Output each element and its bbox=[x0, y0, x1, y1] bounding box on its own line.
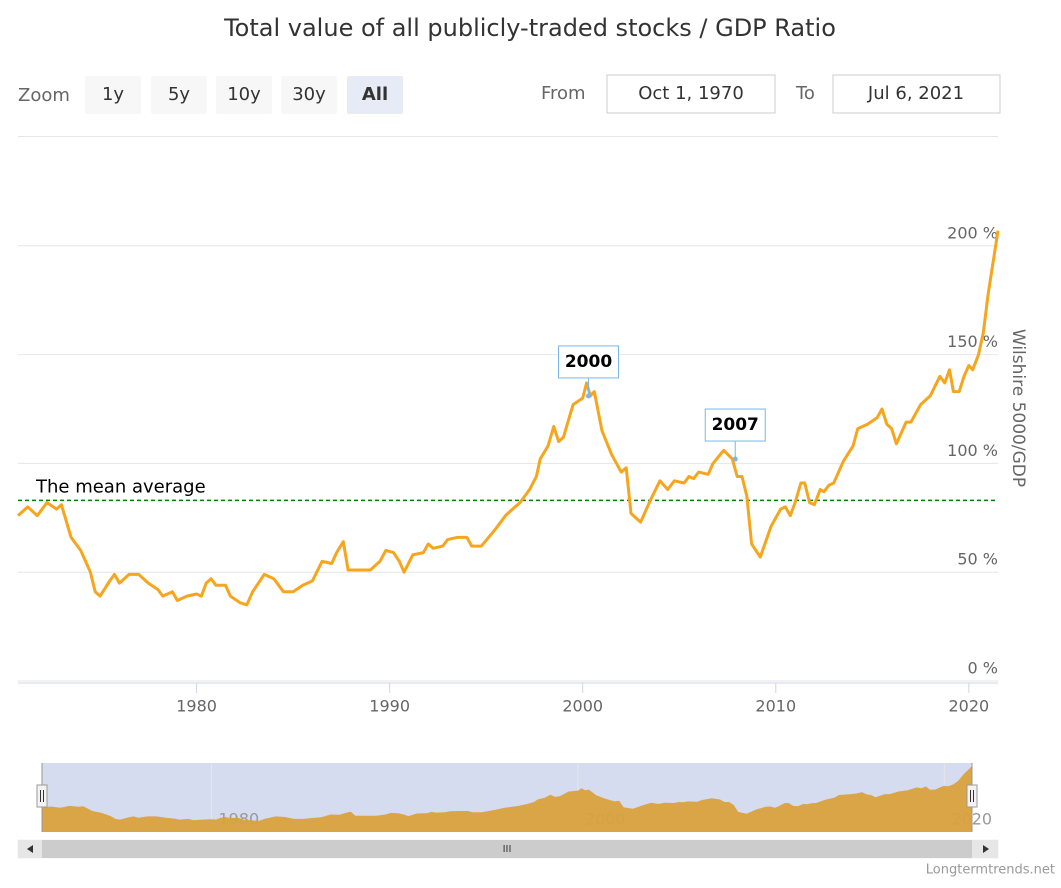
annotation-label: 2000 bbox=[565, 352, 612, 372]
from-value[interactable]: Oct 1, 1970 bbox=[638, 83, 744, 104]
mean-label: The mean average bbox=[35, 476, 206, 497]
from-input[interactable] bbox=[606, 74, 776, 114]
y-tick-label: 150 % bbox=[947, 332, 998, 351]
zoom-button[interactable] bbox=[216, 76, 272, 114]
navigator-area bbox=[42, 766, 972, 832]
x-tick-label: 1990 bbox=[369, 697, 410, 716]
x-tick-label: 2000 bbox=[562, 697, 603, 716]
y-tick-label: 200 % bbox=[947, 223, 998, 242]
navigator-handle[interactable] bbox=[36, 784, 48, 808]
y-axis-label: Wilshire 5000/GDP bbox=[1008, 329, 1028, 487]
chart-title: Total value of all publicly-traded stock… bbox=[223, 14, 836, 42]
y-tick-label: 50 % bbox=[957, 550, 998, 569]
annotation-point bbox=[586, 393, 592, 399]
x-tick-label: 2020 bbox=[948, 697, 989, 716]
annotation-point bbox=[732, 456, 738, 462]
annotation-label: 2007 bbox=[712, 415, 759, 435]
zoom-button[interactable] bbox=[85, 76, 141, 114]
arrow-right bbox=[983, 845, 989, 853]
zoom-button-label[interactable]: 30y bbox=[292, 84, 326, 105]
y-tick-label: 0 % bbox=[968, 659, 998, 678]
x-tick-label: 1980 bbox=[176, 697, 217, 716]
zoom-button-label[interactable]: 10y bbox=[227, 84, 261, 105]
line bbox=[16, 230, 1000, 607]
annotation-box bbox=[704, 408, 766, 442]
zoom-button[interactable] bbox=[347, 76, 403, 114]
zoom-button[interactable] bbox=[281, 76, 337, 114]
zoom-label: Zoom bbox=[18, 85, 70, 106]
zoom-button[interactable] bbox=[151, 76, 207, 114]
zoom-button-label[interactable]: 5y bbox=[168, 84, 190, 105]
from-label: From bbox=[541, 83, 586, 104]
annotation-box bbox=[558, 345, 620, 379]
x-tick-label: 2010 bbox=[755, 697, 796, 716]
to-input[interactable] bbox=[832, 74, 1001, 114]
zoom-button-label[interactable]: All bbox=[362, 84, 388, 105]
scrollbar-thumb[interactable] bbox=[42, 840, 972, 858]
scrollbar-grip: III bbox=[503, 844, 512, 855]
credit[interactable]: Longtermtrends.net bbox=[926, 863, 1055, 878]
arrow-left bbox=[27, 845, 33, 853]
navigator-handle[interactable] bbox=[966, 784, 978, 808]
y-tick-label: 100 % bbox=[947, 441, 998, 460]
to-value[interactable]: Jul 6, 2021 bbox=[867, 83, 964, 104]
zoom-button-label[interactable]: 1y bbox=[102, 84, 124, 105]
to-label: To bbox=[795, 83, 815, 104]
